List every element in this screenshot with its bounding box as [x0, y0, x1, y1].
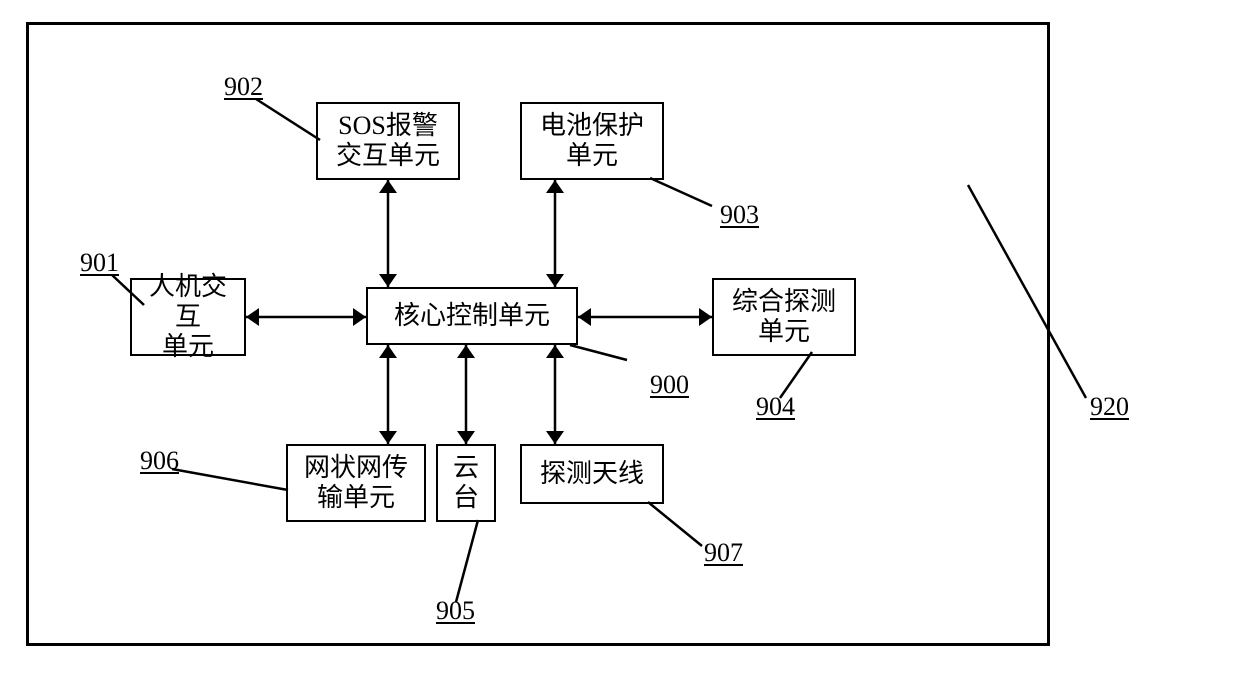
node-mesh-transmission-unit: 网状网传输单元 — [286, 444, 426, 522]
ref-label-903: 903 — [720, 200, 759, 230]
ref-label-904: 904 — [756, 392, 795, 422]
node-sos-alarm-unit: SOS报警交互单元 — [316, 102, 460, 180]
ref-label-901: 901 — [80, 248, 119, 278]
ref-label-905: 905 — [436, 596, 475, 626]
node-battery-protection-unit: 电池保护单元 — [520, 102, 664, 180]
node-label: 综合探测单元 — [732, 287, 836, 347]
node-label: 电池保护单元 — [540, 111, 644, 171]
ref-label-900: 900 — [650, 370, 689, 400]
node-gimbal: 云台 — [436, 444, 496, 522]
node-label: 网状网传输单元 — [304, 453, 408, 513]
node-hmi-unit: 人机交互单元 — [130, 278, 246, 356]
node-label: 人机交互单元 — [140, 272, 236, 362]
node-core-control-unit: 核心控制单元 — [366, 287, 578, 345]
ref-label-920: 920 — [1090, 392, 1129, 422]
ref-label-906: 906 — [140, 446, 179, 476]
node-label: 探测天线 — [540, 459, 644, 489]
ref-label-902: 902 — [224, 72, 263, 102]
ref-label-907: 907 — [704, 538, 743, 568]
diagram-canvas: 核心控制单元 人机交互单元 SOS报警交互单元 电池保护单元 综合探测单元 云台… — [0, 0, 1240, 676]
node-label: 云台 — [453, 453, 479, 513]
node-label: 核心控制单元 — [394, 301, 550, 331]
node-detection-antenna: 探测天线 — [520, 444, 664, 504]
node-label: SOS报警交互单元 — [336, 111, 440, 171]
node-integrated-detection-unit: 综合探测单元 — [712, 278, 856, 356]
